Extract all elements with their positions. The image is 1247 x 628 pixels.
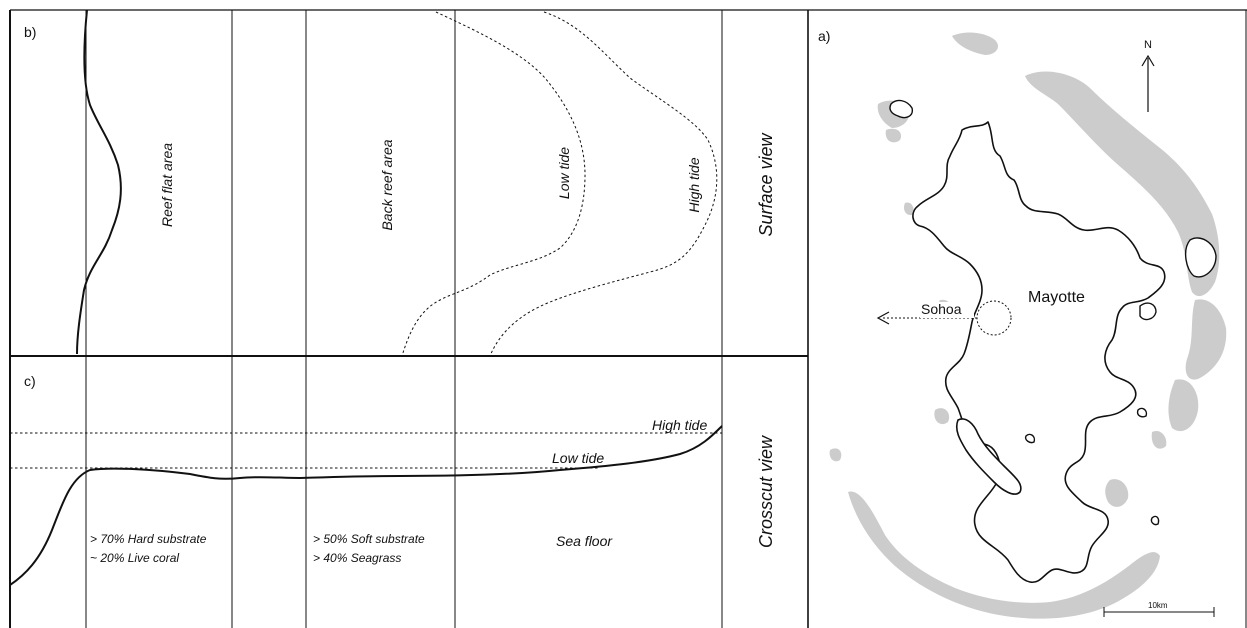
panel-a-letter: a) xyxy=(818,28,830,44)
zone1-line1: > 70% Hard substrate xyxy=(90,532,207,546)
zone-dividers xyxy=(85,10,723,628)
panel-b-letter: b) xyxy=(24,24,36,40)
reef-edge-curve xyxy=(76,9,122,355)
panel-c-letter: c) xyxy=(24,373,36,389)
low-tide-line xyxy=(401,11,586,357)
zone2-line2: > 40% Seagrass xyxy=(313,551,401,565)
sohoa-label: Sohoa xyxy=(921,301,962,317)
sohoa-label-bg xyxy=(920,302,974,318)
scale-label: 10km xyxy=(1148,601,1168,610)
scale-bar xyxy=(1103,607,1215,617)
southern-bay xyxy=(955,418,1022,495)
zone2-line1: > 50% Soft substrate xyxy=(313,532,425,546)
back-reef-label: Back reef area xyxy=(379,139,395,230)
sohoa-arrow-head xyxy=(876,311,890,325)
high-tide-surface-label: High tide xyxy=(686,157,702,212)
surface-view-label: Surface view xyxy=(756,132,776,236)
low-tide-crosscut-label: Low tide xyxy=(552,450,604,466)
reef-flat-label: Reef flat area xyxy=(159,143,175,227)
mayotte-label: Mayotte xyxy=(1028,289,1085,306)
sea-floor-label: Sea floor xyxy=(556,533,613,549)
mayotte-coastline xyxy=(912,121,1166,584)
sea-floor-profile xyxy=(9,425,723,586)
high-tide-crosscut-label: High tide xyxy=(652,417,707,433)
panel-frames xyxy=(9,9,1247,628)
islets xyxy=(889,99,1217,526)
north-arrow-icon xyxy=(1141,54,1155,112)
crosscut-view-label: Crosscut view xyxy=(756,435,776,548)
north-label: N xyxy=(1144,39,1152,51)
low-tide-surface-label: Low tide xyxy=(556,147,572,199)
zone1-line2: ~ 20% Live coral xyxy=(90,551,179,565)
high-tide-line xyxy=(489,11,718,357)
